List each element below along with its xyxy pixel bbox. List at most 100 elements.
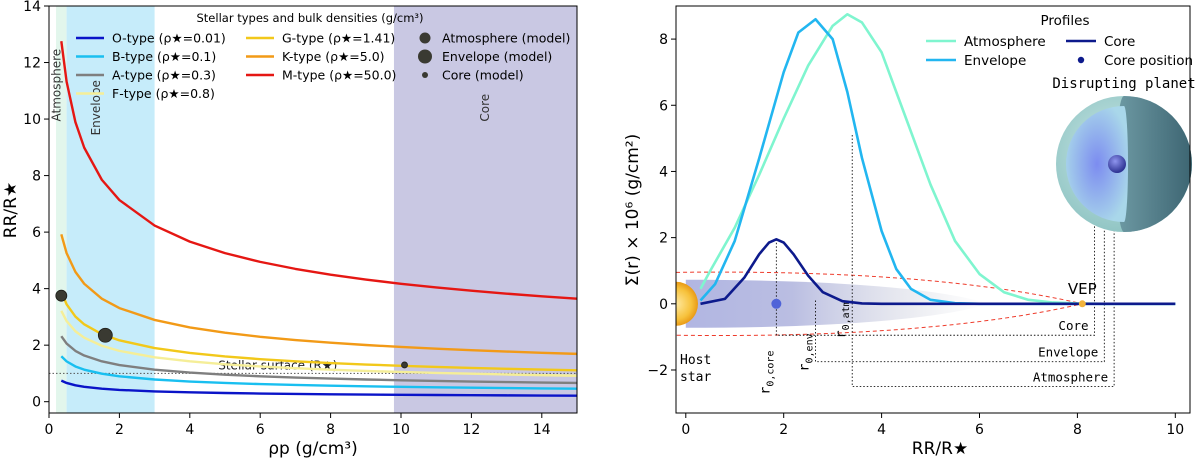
series-line-o-type	[60, 379, 577, 397]
legend: Stellar types and bulk densities (g/cm³)…	[76, 11, 570, 101]
y-tick-label: −2	[647, 363, 668, 379]
series-line-b-type	[60, 355, 577, 390]
region-label-core: Core	[478, 94, 492, 122]
bracket-envelope	[815, 191, 1105, 363]
series-line-k-type	[60, 234, 577, 356]
planet-envelope-layer	[1066, 106, 1128, 222]
roche-radius-label: r0,env	[797, 333, 816, 371]
y-tick-label: 14	[23, 0, 41, 15]
legend-label: Core	[1104, 34, 1135, 50]
legend-label: Atmosphere (model)	[442, 31, 570, 46]
legend: Profiles Atmosphere Envelope Core Core posit…	[926, 13, 1193, 69]
host-star	[676, 281, 698, 326]
roche-radius-label: r0,core	[757, 351, 776, 395]
roche-brackets: Atmosphere r0,atm Envelope r0,env Core r0,cor…	[757, 135, 1115, 395]
annotations: Host star	[680, 353, 711, 385]
background-illustration	[676, 271, 1083, 337]
legend-label: A-type (ρ★=0.3)	[112, 68, 216, 83]
region-label-envelope: Envelope	[89, 80, 103, 135]
bracket-label-core: Core	[1058, 318, 1088, 333]
y-axis-ticks: 0 2 4 6 8 10 12 14	[23, 0, 49, 411]
legend-marker	[422, 72, 428, 78]
bracket-label-atmosphere: Atmosphere	[1033, 370, 1108, 385]
y-tick-label: 2	[32, 338, 41, 354]
legend-label: M-type (ρ★=50.0)	[282, 68, 396, 83]
y-tick-label: 4	[32, 282, 41, 298]
marker-core-model	[401, 361, 408, 369]
series-line-g-type	[60, 291, 577, 372]
roche-radius-label: r0,atm	[833, 300, 852, 338]
y-tick-label: 10	[23, 112, 41, 128]
legend-title: Stellar types and bulk densities (g/cm³)	[197, 11, 424, 25]
x-tick-label: 0	[681, 422, 690, 438]
x-tick-label: 0	[45, 422, 54, 438]
legend-label: Core position	[1104, 53, 1193, 69]
model-markers	[55, 289, 408, 369]
x-tick-label: 6	[256, 422, 265, 438]
x-tick-label: 2	[779, 422, 788, 438]
x-axis-ticks: 0 2 4 6 8 10	[681, 413, 1184, 438]
marker-envelope-model	[97, 327, 113, 343]
core-position-marker	[771, 298, 782, 309]
x-tick-label: 14	[533, 422, 551, 438]
x-tick-label: 8	[1073, 422, 1082, 438]
y-axis-label: RR/R★	[1, 182, 21, 238]
plot-frame	[48, 5, 578, 414]
disrupting-planet-label: Disrupting planet	[1052, 76, 1195, 92]
region-label-atmosphere: Atmosphere	[49, 49, 63, 122]
planet-outer-shell	[1116, 96, 1192, 232]
point-markers: VEP	[771, 280, 1097, 309]
debris-stream	[685, 279, 990, 328]
legend-label: B-type (ρ★=0.1)	[112, 49, 216, 64]
bracket-label-envelope: Envelope	[1038, 345, 1098, 360]
y-tick-label: 8	[659, 32, 668, 48]
legend-marker	[419, 32, 431, 44]
legend-label: K-type (ρ★=5.0)	[282, 49, 385, 64]
legend-marker	[1077, 56, 1085, 64]
y-tick-label: 0	[659, 297, 668, 313]
legend-label: Atmosphere	[964, 34, 1046, 50]
disrupting-planet-illustration: Disrupting planet	[1052, 76, 1196, 232]
plot-frame	[675, 5, 1191, 414]
x-tick-label: 10	[392, 422, 410, 438]
legend-title: Profiles	[1040, 13, 1089, 29]
series-line-a-type	[60, 335, 577, 385]
vep-marker	[1078, 300, 1086, 308]
series-layer	[60, 41, 577, 397]
legend-label: G-type (ρ★=1.41)	[282, 31, 395, 46]
bracket-atmosphere	[851, 135, 1115, 387]
x-tick-label: 2	[115, 422, 124, 438]
legend-label: Envelope	[964, 53, 1026, 69]
legend-label: Core (model)	[442, 68, 524, 83]
x-tick-label: 6	[975, 422, 984, 438]
surface-density-chart: Atmosphere r0,atm Envelope r0,env Core r0,cor…	[623, 5, 1196, 459]
region-atmosphere	[56, 6, 67, 413]
legend-label: F-type (ρ★=0.8)	[112, 86, 215, 101]
host-star-label: Host star	[680, 353, 711, 385]
y-axis-label: Σ(r) × 10⁶ (g/cm²)	[623, 134, 643, 286]
series-line-core	[700, 237, 1176, 306]
y-axis-ticks: −2 0 2 4 6 8	[647, 32, 676, 379]
series-line-m-type	[60, 41, 577, 300]
x-tick-label: 4	[877, 422, 886, 438]
y-tick-label: 6	[32, 225, 41, 241]
y-tick-label: 0	[32, 395, 41, 411]
legend-label: Envelope (model)	[442, 49, 552, 64]
series-layer	[699, 12, 1176, 306]
y-tick-label: 12	[23, 56, 41, 72]
y-tick-label: 2	[659, 231, 668, 247]
x-axis-label: RR/R★	[912, 439, 968, 459]
y-tick-label: 4	[659, 164, 668, 180]
y-tick-label: 6	[659, 98, 668, 114]
x-axis-ticks: 0 2 4 6 8 10 12 14	[45, 413, 551, 438]
x-tick-label: 10	[1166, 422, 1184, 438]
roche-radius-chart: Atmosphere Envelope Core Stellar surface (…	[1, 0, 578, 459]
x-tick-label: 12	[462, 422, 480, 438]
planet-core	[1108, 155, 1126, 173]
y-tick-label: 8	[32, 169, 41, 185]
x-tick-label: 4	[185, 422, 194, 438]
x-axis-label: ρp (g/cm³)	[268, 439, 358, 459]
vep-label: VEP	[1068, 280, 1097, 298]
legend-label: O-type (ρ★=0.01)	[112, 31, 226, 46]
series-line-f-type	[60, 310, 577, 377]
